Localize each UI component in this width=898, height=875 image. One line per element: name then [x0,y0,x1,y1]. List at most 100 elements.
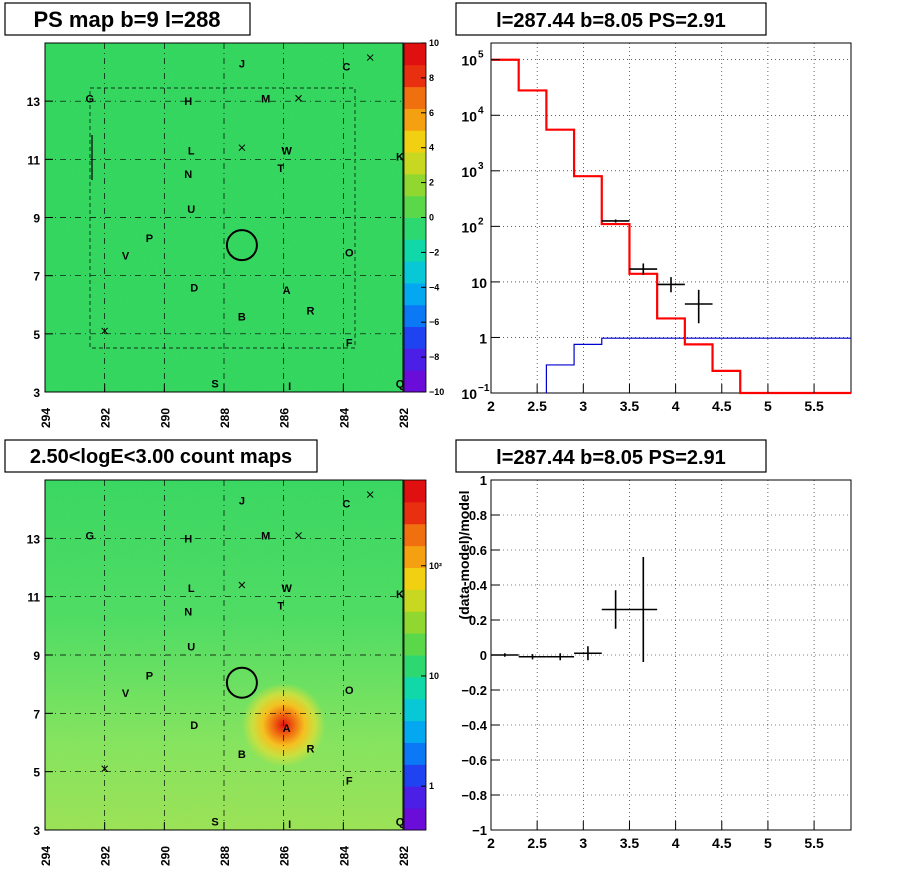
colorbar-tick-label: 1 [429,781,434,791]
count-map-colorbar [403,479,427,831]
colorbar-tick-label: −8 [429,352,439,362]
colorbar-segment [404,655,426,678]
x-tick-label: 286 [278,846,292,866]
y-tick-label: −0.6 [461,753,487,768]
source-label: B [238,311,246,323]
count-map-colorbar-ticks: 10² 10 1 [421,561,442,791]
x-tick-label: 290 [158,846,172,866]
source-label: C [342,498,350,510]
x-tick-label: 2 [487,835,495,851]
y-tick-label: 7 [33,270,40,284]
ps-map-title: PS map b=9 l=288 [33,7,220,32]
source-label: S [211,378,218,390]
y-tick-label: −0.4 [461,718,487,733]
colorbar-segment [404,152,426,175]
residuals-grid [491,480,851,830]
colorbar-segment [404,764,426,787]
colorbar-segment [404,261,426,284]
source-label: V [122,688,130,700]
source-label: K [396,151,404,163]
colorbar-segment [404,173,426,197]
source-label: B [238,749,246,761]
y-tick-label: 9 [33,649,40,663]
source-label: G [85,530,94,542]
colorbar-tick-label: 0 [429,213,434,223]
colorbar-tick-label: 8 [429,73,434,83]
ps-map-title-box [4,2,251,36]
source-label: U [187,204,195,216]
residuals-title: l=287.44 b=8.05 PS=2.91 [496,447,726,469]
source-label: N [184,169,192,181]
y-tick-label: −0.8 [461,788,487,803]
colorbar-segment [404,348,426,371]
colorbar-segment [404,195,426,218]
x-tick-label: 3.5 [620,398,640,414]
x-tick-label: 2.5 [527,835,547,851]
colorbar-segment [404,480,426,503]
x-tick-label: 294 [39,846,53,866]
ps-map-colorbar-ticks: 10 8 6 4 2 0 −2 −4 −6 −8 −10 [421,38,444,397]
y-tick-exponent: 2 [478,216,484,227]
x-tick-label: 4 [672,398,680,414]
source-label: O [345,247,354,259]
colorbar-segment [404,64,426,88]
y-tick-label: 11 [27,153,40,167]
x-tick-label: 284 [337,846,351,866]
y-tick-label: 10 [461,108,477,124]
source-label: Q [396,378,405,390]
source-label: W [281,583,292,595]
count-map-title: 2.50<logE<3.00 count maps [30,446,292,468]
y-tick-label: 5 [33,766,40,780]
y-tick-label: 10 [471,275,487,291]
source-label: T [277,163,284,175]
colorbar-tick-label: −4 [429,282,439,292]
y-tick-label: 10 [461,219,477,235]
source-label: L [188,146,195,158]
colorbar-segment [404,370,426,393]
count-map-source-labels: J C G H M L W K N T U P V O D A R B F S I Q [85,495,404,831]
colorbar-segment [404,523,426,547]
count-map-x-ticks: 294 292 290 288 286 284 282 [39,822,411,866]
source-label: I [288,819,291,831]
x-tick-label: 290 [158,408,172,428]
y-tick-exponent: 5 [478,50,484,61]
source-label: P [146,233,153,245]
x-marker-icon [295,94,302,102]
x-tick-label: 282 [397,408,411,428]
colorbar-tick-label: −2 [429,247,439,257]
x-tick-label: 286 [278,408,292,428]
y-tick-label: 13 [27,95,41,109]
spectrum-plot-area[interactable] [490,42,852,394]
source-label: R [307,306,315,318]
colorbar-tick-label: 10² [429,561,442,571]
colorbar-segment [404,217,426,240]
source-label: J [239,58,245,70]
source-label: H [184,96,192,108]
x-tick-label: 288 [218,846,232,866]
source-label: A [283,285,291,297]
ps-map-roi-box [89,87,356,349]
count-map-grid [45,480,403,830]
x-marker-icon [101,327,109,335]
colorbar-segment [404,130,426,153]
model-spectrum-line [491,58,851,395]
colorbar-segment [404,720,426,743]
colorbar-segment [404,43,426,66]
source-label: O [345,685,354,697]
source-label: C [342,61,350,73]
y-tick-label: 0.4 [469,578,488,593]
y-tick-label: 0 [480,648,487,663]
colorbar-segment [404,567,426,590]
colorbar-segment [404,808,426,831]
source-label: L [188,583,195,595]
colorbar-tick-label: 10 [429,671,439,681]
colorbar-tick-label: 2 [429,178,434,188]
colorbar-segment [404,108,426,131]
count-map-title-box [4,439,318,473]
y-tick-label: 10 [461,164,477,180]
residuals-x-ticks: 2 2.5 3 3.5 4 4.5 5 5.5 [487,821,824,851]
x-tick-label: 282 [397,846,411,866]
ps-map-colorbar [403,42,427,393]
spectrum-title: l=287.44 b=8.05 PS=2.91 [496,10,726,32]
